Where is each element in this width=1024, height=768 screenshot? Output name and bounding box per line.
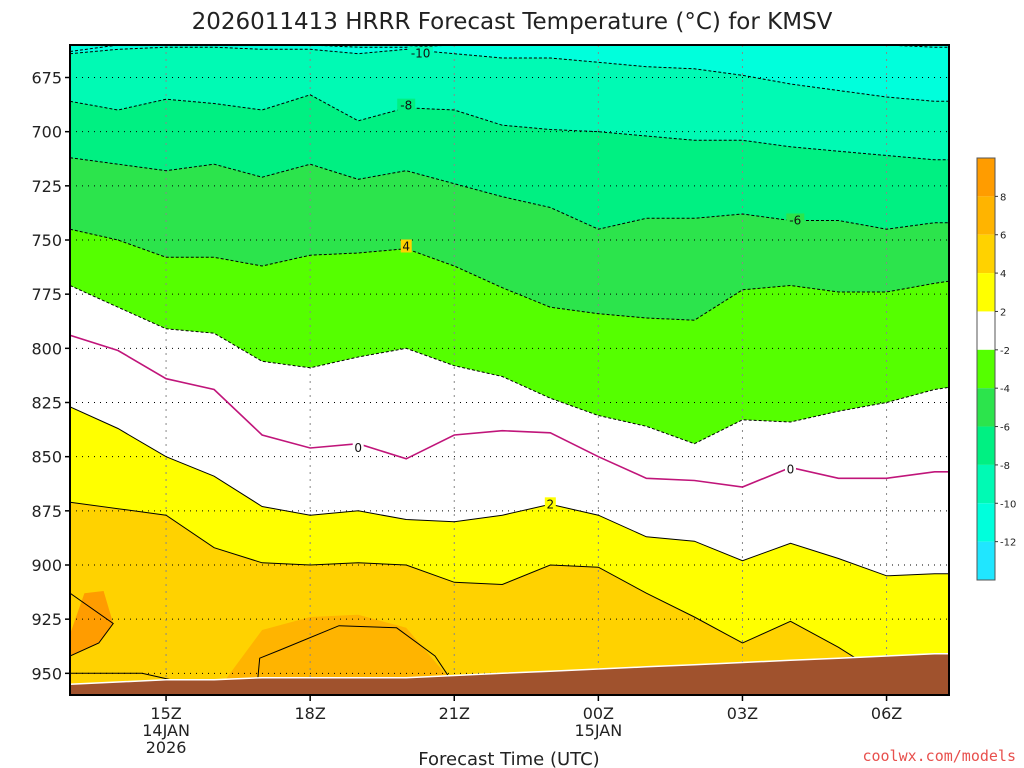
x-tick-label-15-0: 15Z (150, 704, 181, 723)
isotherm-0 (70, 334, 949, 488)
contour-label-4: 0 (354, 441, 362, 455)
colorbar-label-6: -6 (1000, 423, 1010, 434)
x-tick-label-30-0: 06Z (871, 704, 902, 723)
x-tick-label-24-1: 15JAN (575, 721, 623, 740)
colorbar-swatch-2 (977, 234, 995, 274)
colorbar-swatch-6 (977, 388, 995, 427)
colorbar-label-7: -8 (1000, 461, 1010, 472)
credit-text: coolwx.com/models (862, 747, 1016, 765)
x-axis-label: Forecast Time (UTC) (418, 749, 599, 768)
colorbar-label-0: 8 (1000, 192, 1006, 203)
x-tick-label-27-0: 03Z (727, 704, 758, 723)
y-tick-label-900: 900 (31, 556, 62, 575)
isotherm-8-pocket (70, 592, 114, 657)
isotherm-6-low (70, 672, 172, 681)
contour-label-3: 4 (402, 240, 410, 254)
contour-label-1: -8 (400, 99, 412, 113)
plot-frame (69, 44, 950, 696)
x-tick-label-15-1: 14JAN (142, 721, 190, 740)
y-tick-label-725: 725 (31, 177, 62, 196)
isotherm--4 (70, 228, 949, 321)
isotherm-contours (70, 45, 949, 685)
contour-label-bg-6 (784, 462, 796, 476)
colorbar-label-2: 4 (1000, 269, 1006, 280)
contour-label-2: -6 (789, 214, 801, 228)
terrain-edge (70, 653, 949, 685)
colorbar-label-3: 2 (1000, 307, 1006, 318)
terrain-layer (70, 653, 949, 695)
y-tick-label-925: 925 (31, 610, 62, 629)
colorbar-label-4: -2 (1000, 346, 1010, 357)
x-tick-label-18-0: 18Z (294, 704, 325, 723)
contour-label-6: 0 (787, 463, 795, 477)
fill-warm-pocket-8 (70, 591, 114, 656)
colorbar-swatch-5 (977, 349, 995, 389)
y-tick-label-675: 675 (31, 69, 62, 88)
colorbar-frame (976, 157, 996, 581)
y-tick-label-800: 800 (31, 339, 62, 358)
y-tick-label-875: 875 (31, 502, 62, 521)
chart-title: 2026011413 HRRR Forecast Temperature (°C… (192, 9, 833, 35)
colorbar-swatch-0 (977, 158, 995, 197)
contour-label-0: -10 (411, 47, 431, 61)
fill-band-6 (70, 614, 949, 695)
y-tick-label-775: 775 (31, 285, 62, 304)
colorbar-swatch-7 (977, 426, 995, 465)
contour-label-bg-5 (544, 497, 556, 511)
contour-label-bg-4 (352, 441, 364, 454)
colorbar-swatch-9 (977, 503, 995, 542)
pressure-axis: 675 700 725 750 775 800 825 850 875 900 925 950 (31, 69, 70, 683)
isotherm-2 (70, 406, 949, 577)
colorbar-label-9: -12 (1000, 538, 1016, 549)
isotherm-6-segment (256, 625, 450, 685)
contour-label-5: 2 (547, 497, 555, 511)
isotherm-4 (70, 501, 949, 685)
x-tick-label-24-0: 00Z (583, 704, 614, 723)
contour-label-bg-3 (400, 239, 412, 253)
contour-label-bg-1 (397, 98, 416, 112)
contour-labels: -10 -8 -6 4 0 2 0 (352, 46, 805, 511)
y-tick-label-700: 700 (31, 123, 62, 142)
temperature-fill-layers (70, 45, 949, 695)
colorbar-label-8: -10 (1000, 499, 1016, 510)
colorbar-swatch-3 (977, 273, 995, 312)
colorbar-swatch-8 (977, 464, 995, 504)
colorbar-legend: 8 6 4 2 -2 -4 -6 -8 -10 -12 (976, 157, 1016, 581)
isotherm--8 (70, 94, 949, 161)
colorbar-swatch-4 (977, 311, 995, 350)
colorbar-swatch-1 (977, 196, 995, 235)
isotherm--2 (70, 285, 949, 445)
x-tick-label-15-2: 2026 (146, 738, 187, 757)
isotherm--10 (70, 46, 949, 102)
y-tick-label-750: 750 (31, 231, 62, 250)
colorbar-label-5: -4 (1000, 384, 1010, 395)
colorbar-swatch-10 (977, 541, 995, 580)
y-tick-label-850: 850 (31, 448, 62, 467)
colorbar-label-1: 6 (1000, 231, 1006, 242)
x-tick-label-21-0: 21Z (439, 704, 470, 723)
terrain-fill (70, 653, 949, 695)
contour-label-bg-2 (786, 213, 805, 227)
contour-label-bg-0 (408, 46, 434, 60)
y-tick-label-825: 825 (31, 394, 62, 413)
y-tick-label-950: 950 (31, 664, 62, 683)
